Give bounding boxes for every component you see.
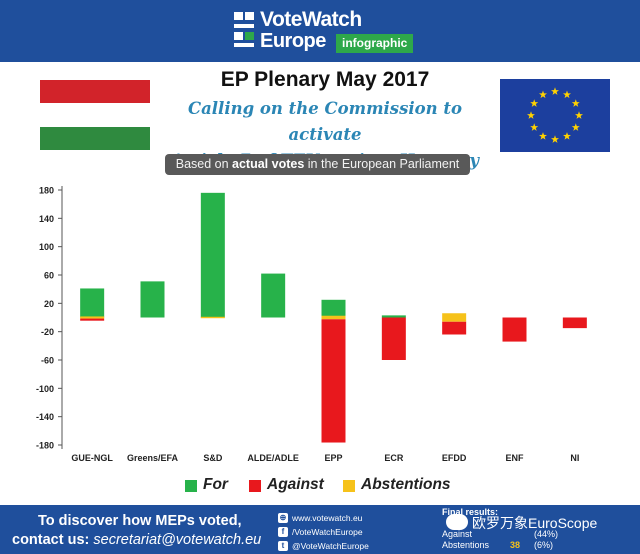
eu-star	[575, 111, 583, 119]
bar-against-enf	[502, 317, 527, 342]
hungary-flag-white-stripe	[40, 103, 150, 127]
legend-label-for: For	[203, 476, 228, 493]
x-tick-label: NI	[570, 453, 579, 463]
x-tick-label: ECR	[384, 453, 404, 463]
bar-against-epp	[321, 319, 346, 443]
result-row-against: Against (44%)	[442, 529, 638, 540]
y-tick-label: 180	[39, 186, 54, 196]
twitter-icon: t	[278, 541, 288, 551]
eu-star	[551, 87, 559, 95]
eu-star	[539, 132, 547, 140]
subtitle-line-1: Calling on the Commission to activate	[187, 99, 463, 144]
bar-abstentions-efdd	[442, 313, 467, 322]
y-tick-label: 140	[39, 214, 54, 224]
bar-for-s-d	[200, 192, 225, 318]
watermark-text: 欧罗万象EuroScope	[472, 515, 598, 531]
legend-label-abstentions: Abstentions	[361, 476, 451, 493]
footer-cta-line-1: To discover how MEPs voted,	[38, 513, 242, 529]
legend-swatch-against	[249, 480, 261, 492]
bar-for-alde-adle	[261, 273, 286, 318]
twitter-link[interactable]: @VoteWatchEurope	[292, 541, 369, 551]
bar-for-ecr	[381, 315, 406, 318]
bar-for-epp	[321, 299, 346, 318]
bar-for-gue-ngl	[80, 288, 105, 318]
eu-star	[530, 99, 539, 107]
legend-swatch-for	[185, 480, 197, 492]
result-label-against: Against	[442, 529, 473, 539]
result-count-abstentions: 38	[510, 540, 521, 550]
eu-star	[527, 111, 535, 119]
eu-star	[563, 132, 571, 140]
y-tick-label: 60	[44, 271, 54, 281]
final-results: Final results: Against (44%) Abstentions…	[442, 507, 638, 551]
x-tick-label: EFDD	[442, 453, 467, 463]
x-tick-label: S&D	[203, 453, 223, 463]
hungary-flag	[40, 80, 150, 150]
eu-star	[571, 123, 580, 131]
y-tick-label: -140	[36, 412, 54, 422]
header-banner: VoteWatch Europe infographic	[0, 0, 640, 62]
globe-icon: ⊕	[278, 513, 288, 523]
x-tick-label: ENF	[506, 453, 525, 463]
bar-abstentions-s-d	[200, 316, 225, 319]
x-tick-label: EPP	[324, 453, 342, 463]
y-tick-label: -180	[36, 441, 54, 451]
footer-banner: To discover how MEPs voted, contact us: …	[0, 505, 640, 554]
based-on-bold: actual votes	[232, 157, 305, 171]
y-tick-label: 100	[39, 242, 54, 252]
facebook-icon: f	[278, 527, 288, 537]
x-tick-label: ALDE/ADLE	[247, 453, 299, 463]
based-on-banner: Based on actual votes in the European Pa…	[165, 154, 470, 175]
eu-star	[530, 123, 539, 131]
eu-star	[563, 90, 571, 99]
bar-against-ecr	[381, 317, 406, 360]
eu-star	[551, 135, 559, 143]
y-tick-label: 20	[44, 299, 54, 309]
hungary-flag-green-stripe	[40, 126, 150, 150]
x-tick-label: GUE-NGL	[71, 453, 113, 463]
based-on-prefix: Based on	[175, 157, 233, 171]
final-results-title: Final results:	[442, 507, 499, 517]
votewatch-logo[interactable]: VoteWatch Europe infographic	[232, 6, 432, 56]
y-tick-label: -60	[41, 356, 54, 366]
y-tick-label: -20	[41, 327, 54, 337]
eu-flag	[500, 79, 610, 152]
facebook-link[interactable]: /VoteWatchEurope	[292, 527, 363, 537]
wechat-icon	[446, 514, 468, 530]
y-tick-label: -100	[36, 384, 54, 394]
bar-abstentions-gue-ngl	[80, 316, 105, 319]
logo-text-europe: Europe	[260, 30, 326, 52]
website-link[interactable]: www.votewatch.eu	[292, 513, 363, 523]
legend-swatch-abstentions	[343, 480, 355, 492]
hungary-flag-red-stripe	[40, 80, 150, 104]
page-title: EP Plenary May 2017	[220, 68, 430, 91]
chart-svg: 180 140 100 60 20 -20 -60 -100 -140 -180 GUE-NGL Gr…	[36, 186, 587, 463]
based-on-suffix: in the European Parliament	[304, 157, 460, 171]
bar-abstentions-epp	[321, 315, 346, 320]
bar-against-efdd	[442, 321, 467, 335]
bar-for-greens-efa	[140, 281, 165, 318]
eu-star	[571, 99, 580, 107]
bar-against-gue-ngl	[80, 318, 105, 321]
bar-against-ni	[562, 317, 587, 329]
legend-label-against: Against	[267, 476, 324, 493]
infographic-badge: infographic	[336, 34, 414, 53]
eu-star	[539, 90, 547, 99]
footer-contact-label: contact us:	[12, 532, 94, 548]
euroscope-watermark: 欧罗万象EuroScope	[446, 513, 636, 531]
x-tick-label: Greens/EFA	[127, 453, 179, 463]
result-row-abstentions: Abstentions 38 (6%)	[442, 540, 638, 551]
result-pct-against: (44%)	[534, 529, 559, 539]
logo-text-votewatch: VoteWatch	[260, 8, 362, 31]
vote-bar-chart: 180 140 100 60 20 -20 -60 -100 -140 -180 GUE-NGL Gr…	[0, 180, 640, 500]
result-label-abstentions: Abstentions	[442, 540, 490, 550]
result-pct-abstentions: (6%)	[534, 540, 554, 550]
ballot-box-icon	[234, 12, 254, 47]
footer-contact-email[interactable]: secretariat@votewatch.eu	[93, 532, 262, 548]
footer-cta-line-2: contact us: secretariat@votewatch.eu	[12, 532, 261, 548]
eu-stars-icon	[527, 87, 583, 143]
